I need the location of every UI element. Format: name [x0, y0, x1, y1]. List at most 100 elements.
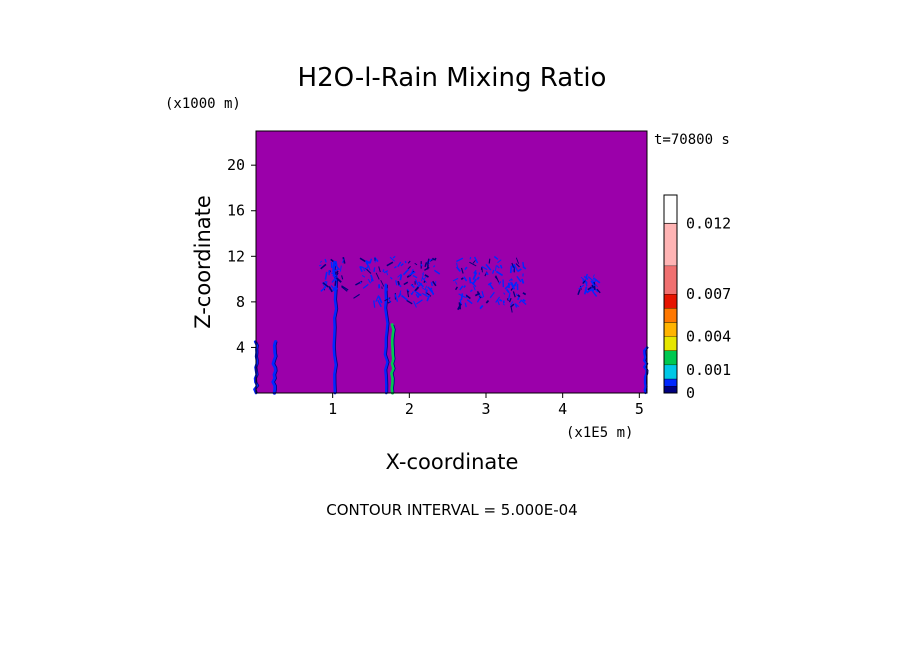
rain-cloud-speck: [430, 282, 433, 287]
x-tick-label: 4: [558, 400, 567, 418]
rain-cloud-speck: [432, 257, 435, 261]
rain-cloud-speck: [459, 285, 464, 291]
rain-cloud-speck: [495, 296, 501, 303]
rain-cloud-speck: [400, 263, 404, 267]
rain-cloud-speck: [373, 267, 376, 273]
colorbar-swatch: [664, 336, 677, 351]
rain-cloud-speck: [403, 281, 409, 286]
colorbar-swatch: [664, 385, 677, 393]
rain-cloud-speck: [417, 281, 424, 288]
rain-cloud-speck: [476, 297, 481, 303]
colorbar-swatch: [664, 322, 677, 337]
rain-cloud-speck: [377, 299, 382, 308]
rain-cloud-speck: [469, 261, 477, 267]
rain-cloud-speck: [455, 286, 458, 291]
rain-cloud-speck: [398, 284, 402, 288]
rain-cloud-speck: [375, 272, 380, 280]
x-tick-label: 5: [635, 400, 644, 418]
rain-cloud-speck: [390, 276, 393, 280]
rain-cloud-speck: [505, 288, 510, 294]
rain-cloud-speck: [586, 288, 593, 294]
rain-cloud-speck: [511, 262, 515, 268]
rain-cloud-speck: [517, 294, 521, 298]
y-axis-label: Z-coordinate: [191, 195, 215, 329]
rain-cloud-speck: [363, 269, 366, 272]
rain-cloud-speck: [498, 298, 503, 302]
rain-cloud-speck: [416, 299, 423, 305]
rain-cloud-speck: [334, 280, 337, 286]
rain-cloud-speck: [479, 304, 484, 310]
rain-cloud-speck: [585, 273, 588, 280]
rain-cloud-speck: [460, 277, 464, 280]
rain-column-edge: [255, 341, 260, 394]
rain-cloud-speck: [426, 258, 430, 265]
rain-cloud-speck: [522, 292, 527, 296]
y-unit-label: (x1000 m): [165, 96, 241, 112]
y-axis: 4 8 12 16 20: [227, 156, 256, 356]
x-axis: 1 2 3 4 5: [328, 393, 644, 418]
rain-cloud-speck: [369, 258, 373, 264]
rain-cloud-speck: [322, 282, 329, 288]
rain-cloud-speck: [407, 260, 411, 264]
colorbar-swatch: [664, 308, 677, 323]
y-tick-label: 12: [227, 247, 245, 265]
rain-cloud-speck: [362, 283, 369, 289]
rain-cloud-speck: [466, 299, 473, 305]
rain-cloud-speck: [510, 301, 514, 306]
rain-cloud-speck: [522, 262, 525, 268]
rain-cloud-speck: [332, 268, 339, 273]
colorbar-swatch: [664, 364, 677, 379]
rain-cloud-speck: [424, 266, 430, 271]
rain-cloud-speck: [509, 265, 513, 274]
rain-cloud-speck: [514, 302, 520, 308]
rain-cloud-speck: [342, 257, 346, 264]
rain-cloud-speck: [353, 293, 360, 299]
rain-cloud-speck: [452, 277, 459, 282]
rain-cloud-speck: [421, 273, 424, 282]
rain-cloud-speck: [469, 289, 473, 293]
rain-cloud-speck: [580, 276, 586, 282]
rain-cloud-speck: [578, 284, 585, 290]
colorbar-tick-label: 0.001: [686, 361, 731, 379]
colorbar-swatch: [664, 265, 677, 294]
rain-cloud-speck: [365, 260, 371, 264]
rain-cloud-speck: [386, 271, 389, 276]
rain-cloud-speck: [426, 294, 431, 302]
rain-cloud-speck: [497, 259, 502, 264]
rain-cloud-speck: [495, 275, 500, 283]
rain-cloud-speck: [414, 279, 419, 286]
rain-cloud-speck: [432, 280, 437, 287]
rain-cloud-speck: [429, 289, 435, 295]
rain-cloud-speck: [455, 266, 461, 272]
rain-column: [271, 340, 278, 395]
rain-cloud-speck: [334, 263, 341, 271]
rain-cloud-speck: [510, 306, 513, 313]
rain-cloud-speck: [397, 293, 402, 298]
rain-cloud-speck: [406, 290, 410, 293]
rain-cloud-speck: [499, 264, 503, 269]
rain-cloud-speck: [591, 287, 594, 291]
rain-cloud-speck: [335, 287, 339, 290]
rain-cloud-speck: [424, 274, 429, 278]
rain-cloud-speck: [423, 276, 427, 280]
rain-cloud-speck: [414, 290, 420, 296]
rain-cloud-speck: [433, 257, 437, 261]
time-label: t=70800 s: [654, 132, 730, 148]
rain-cloud-speck: [510, 282, 516, 290]
rain-cloud-speck: [460, 293, 464, 301]
rain-cloud-speck: [464, 302, 467, 308]
rain-feature: [577, 273, 601, 297]
colorbar-tick-label: 0.012: [686, 214, 731, 232]
rain-cloud-speck: [457, 303, 462, 311]
rain-cloud-speck: [587, 286, 593, 291]
plot-frame: [255, 130, 648, 394]
rain-cloud-speck: [368, 266, 371, 271]
rain-cloud-speck: [373, 300, 376, 308]
rain-cloud-speck: [383, 270, 389, 274]
rain-cloud-speck: [522, 298, 526, 302]
rain-cloud-speck: [494, 276, 498, 280]
rain-cloud-speck: [512, 291, 516, 298]
rain-cloud-speck: [360, 265, 366, 270]
rain-cloud-speck: [585, 286, 588, 289]
